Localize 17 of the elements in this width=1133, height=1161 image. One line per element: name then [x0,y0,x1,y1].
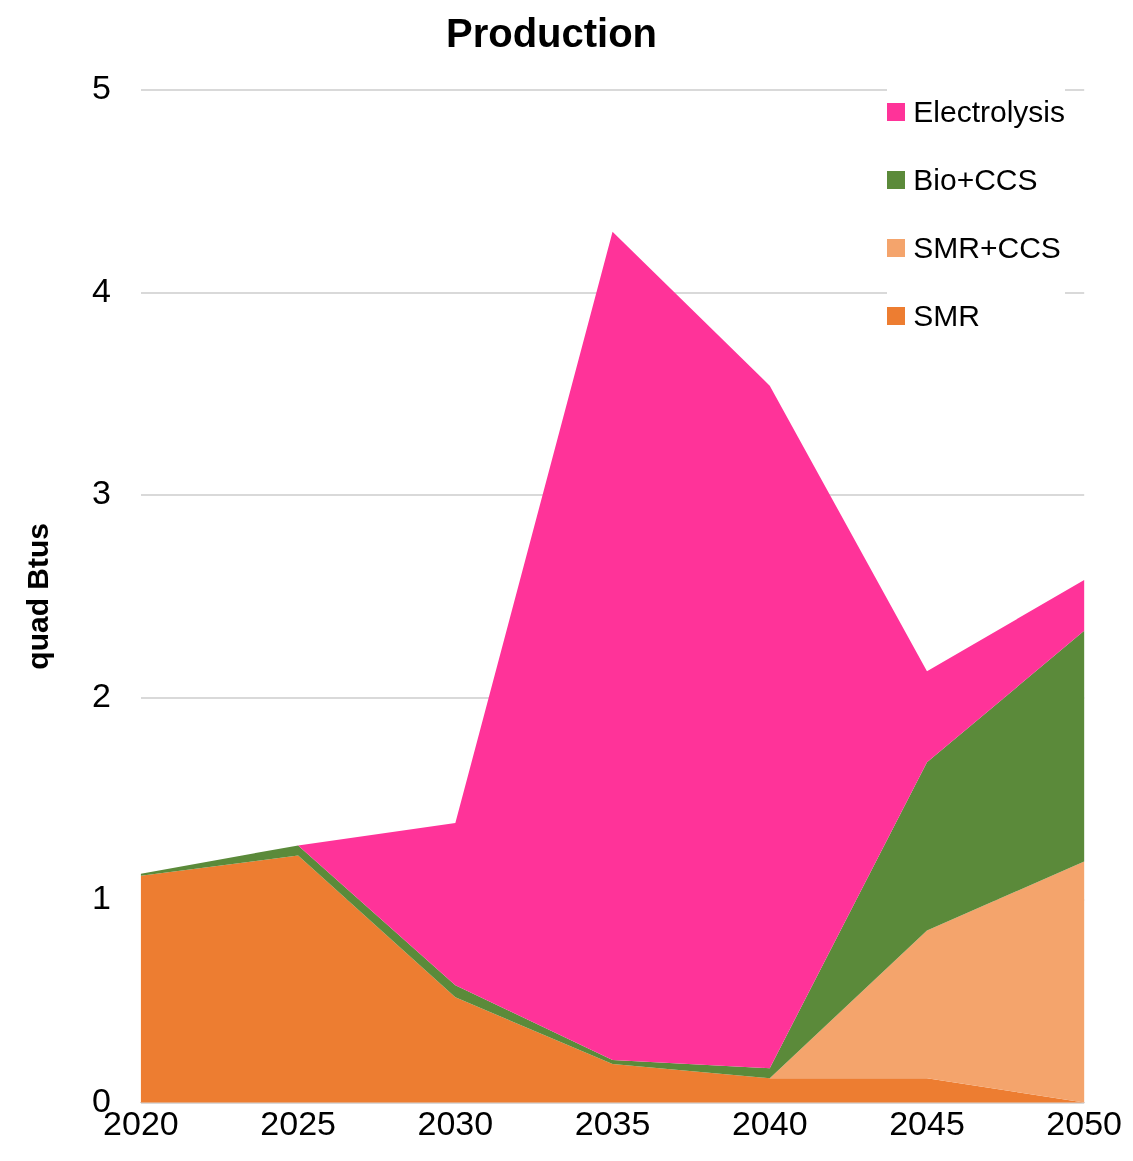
legend-label: SMR [913,299,980,333]
y-tick-label: 1 [91,878,111,917]
x-tick-label: 2030 [417,1104,494,1143]
x-tick-label: 2025 [260,1104,336,1143]
legend-label: Electrolysis [913,95,1065,129]
x-tick-label: 2035 [574,1104,651,1143]
legend-label: SMR+CCS [913,231,1061,265]
y-axis-title: quad Btus [21,522,55,670]
legend-label: Bio+CCS [913,163,1038,197]
x-tick-label: 2040 [731,1104,808,1143]
y-tick-label: 3 [91,473,111,512]
y-tick-label: 5 [91,68,111,107]
y-tick-label: 4 [91,270,111,309]
chart-title: Production [445,11,658,56]
y-tick-label: 2 [91,675,111,714]
x-tick-label: 2050 [1046,1104,1122,1143]
x-tick-label: 2045 [889,1104,965,1143]
